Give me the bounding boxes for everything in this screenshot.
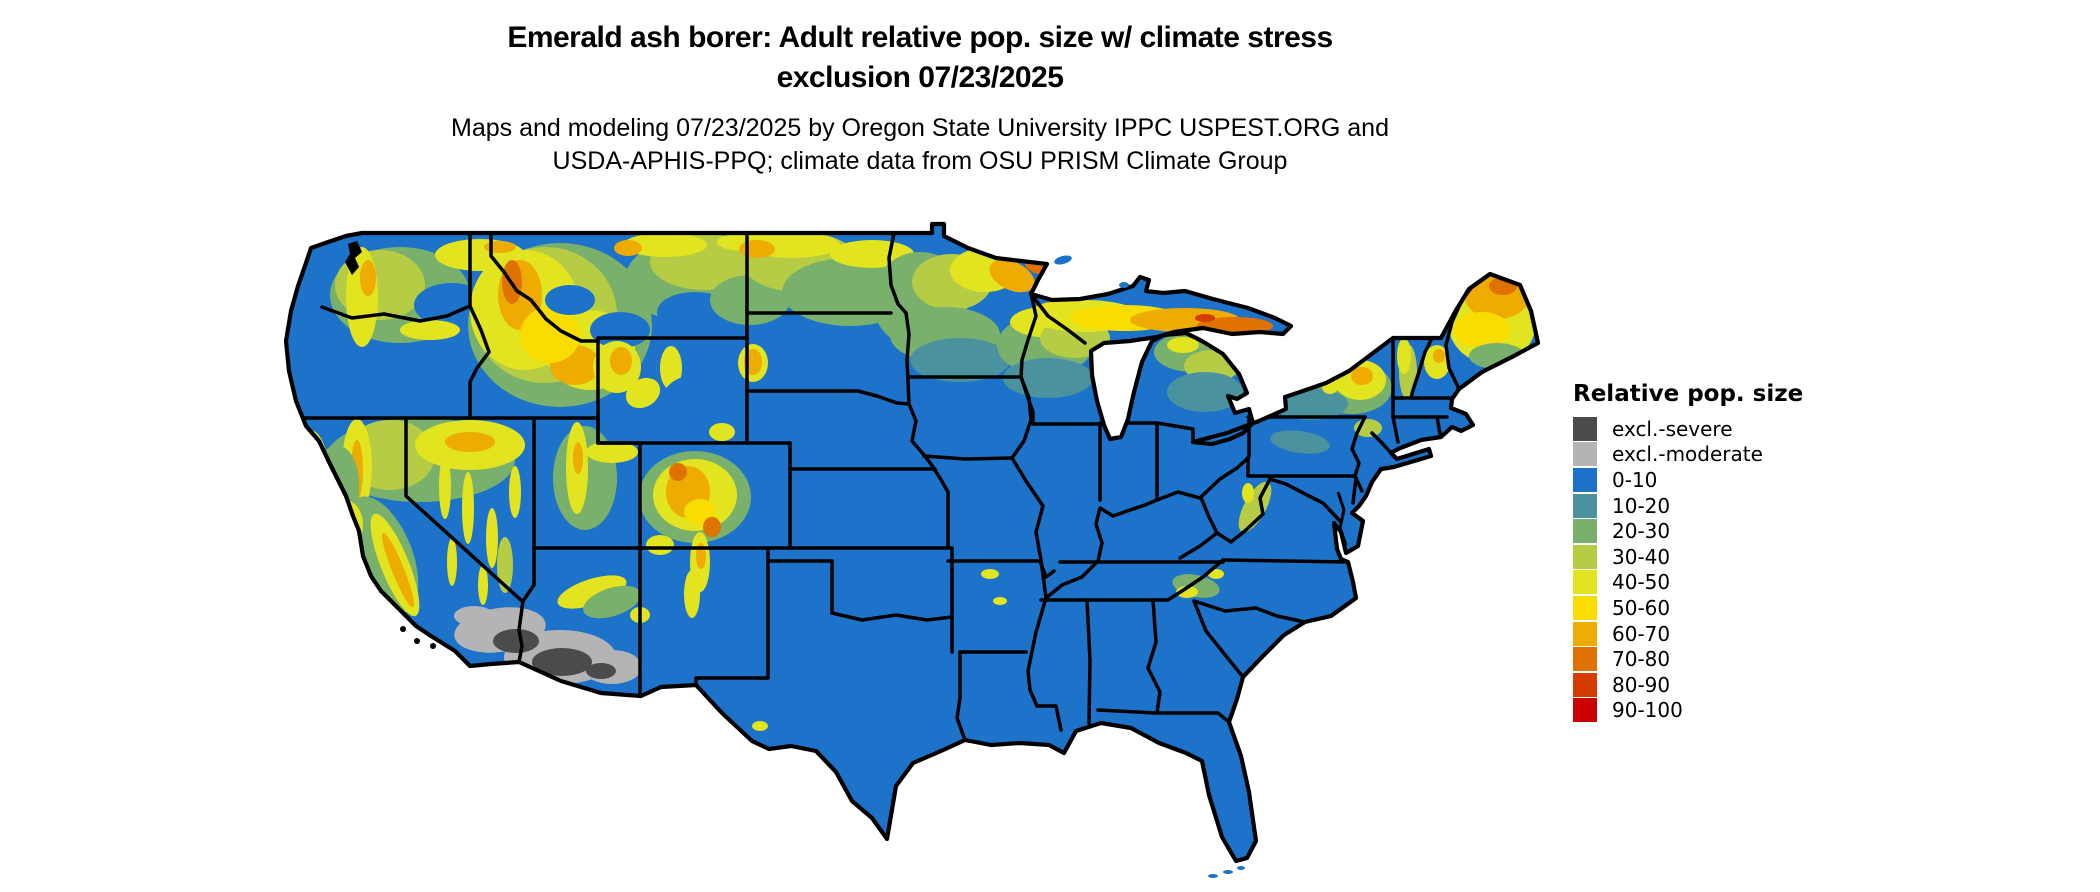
florida-keys-dot — [1208, 874, 1218, 878]
legend-swatch — [1573, 442, 1597, 467]
legend: Relative pop. size excl.-severe excl.-mo… — [1573, 381, 1813, 723]
legend-item: 40-50 — [1573, 570, 1813, 596]
chesapeake-bay-detail — [1336, 491, 1348, 546]
legend-swatch — [1573, 698, 1597, 723]
legend-item: 10-20 — [1573, 493, 1813, 519]
channel-island-dot — [400, 626, 406, 632]
florida-keys-dot — [1223, 870, 1233, 874]
legend-item: 70-80 — [1573, 646, 1813, 672]
state-borders — [286, 231, 1473, 742]
florida-keys-dot — [1237, 866, 1245, 870]
legend-item: 0-10 — [1573, 467, 1813, 493]
legend-title: Relative pop. size — [1573, 381, 1804, 407]
legend-label: 0-10 — [1612, 467, 1658, 492]
legend-item: 20-30 — [1573, 518, 1813, 544]
water-details — [345, 241, 1348, 878]
map-title-line1: Emerald ash borer: Adult relative pop. s… — [507, 21, 1333, 54]
legend-label: 60-70 — [1612, 621, 1671, 646]
legend-label: 50-60 — [1612, 595, 1671, 620]
map-title-line2: exclusion 07/23/2025 — [776, 61, 1064, 94]
legend-swatch — [1573, 570, 1597, 595]
header: Emerald ash borer: Adult relative pop. s… — [220, 18, 1620, 178]
legend-item: 80-90 — [1573, 672, 1813, 698]
legend-swatch — [1573, 467, 1597, 492]
legend-label: 30-40 — [1612, 544, 1671, 569]
map-subtitle-line2: USDA-APHIS-PPQ; climate data from OSU PR… — [552, 147, 1288, 175]
legend-label: 90-100 — [1612, 698, 1683, 723]
legend-label: excl.-moderate — [1612, 442, 1763, 467]
legend-label: 80-90 — [1612, 672, 1671, 697]
channel-island-dot — [414, 638, 420, 644]
legend-swatch — [1573, 416, 1597, 441]
map-subtitle-line1: Maps and modeling 07/23/2025 by Oregon S… — [451, 114, 1389, 142]
isle-royale-dot — [1054, 255, 1072, 265]
legend-item: excl.-severe — [1573, 416, 1813, 442]
legend-swatch — [1573, 647, 1597, 672]
legend-item: 60-70 — [1573, 621, 1813, 647]
legend-item: 50-60 — [1573, 595, 1813, 621]
legend-item: 30-40 — [1573, 544, 1813, 570]
puget-sound-detail — [345, 241, 362, 275]
legend-swatch — [1573, 672, 1597, 697]
legend-swatch — [1573, 493, 1597, 518]
legend-label: 40-50 — [1612, 570, 1671, 595]
legend-label: 10-20 — [1612, 493, 1671, 518]
legend-swatch — [1573, 621, 1597, 646]
legend-label: excl.-severe — [1612, 416, 1733, 441]
legend-swatch — [1573, 519, 1597, 544]
legend-label: 20-30 — [1612, 519, 1671, 544]
legend-item: 90-100 — [1573, 698, 1813, 724]
channel-island-dot — [430, 643, 436, 649]
legend-label: 70-80 — [1612, 647, 1671, 672]
apostle-islands-dot — [1119, 282, 1129, 288]
legend-swatch — [1573, 595, 1597, 620]
legend-item: excl.-moderate — [1573, 442, 1813, 468]
legend-swatch — [1573, 544, 1597, 569]
